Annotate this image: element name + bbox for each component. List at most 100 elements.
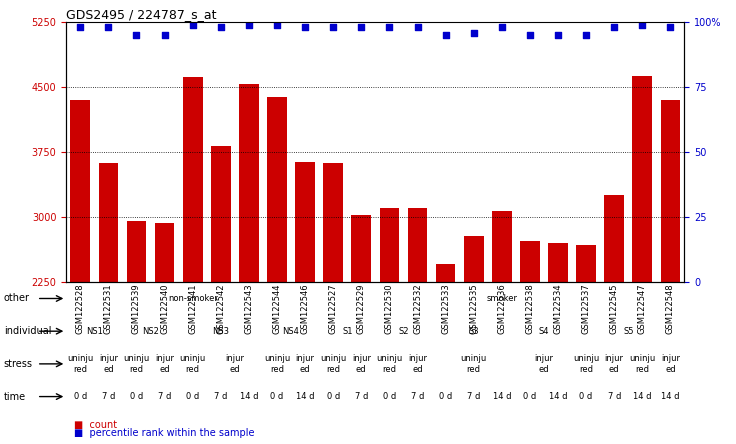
Text: 0 d: 0 d: [383, 392, 396, 401]
Bar: [239, 84, 259, 444]
Text: uninju
red: uninju red: [376, 354, 403, 373]
Point: [159, 32, 171, 39]
Bar: [323, 163, 343, 444]
Text: 14 d: 14 d: [492, 392, 511, 401]
Text: 7 d: 7 d: [411, 392, 424, 401]
Text: 0 d: 0 d: [186, 392, 199, 401]
Text: uninju
red: uninju red: [180, 354, 206, 373]
Bar: [548, 243, 568, 444]
Point: [637, 21, 648, 28]
Text: uninju
red: uninju red: [67, 354, 93, 373]
Point: [271, 21, 283, 28]
Point: [665, 24, 676, 31]
Bar: [576, 245, 596, 444]
Text: 0 d: 0 d: [270, 392, 283, 401]
Text: 14 d: 14 d: [633, 392, 651, 401]
Text: S5: S5: [623, 327, 634, 336]
Text: injur
ed: injur ed: [99, 354, 118, 373]
Bar: [71, 100, 90, 444]
Text: injur
ed: injur ed: [408, 354, 427, 373]
Text: NS3: NS3: [212, 327, 230, 336]
Text: uninju
red: uninju red: [461, 354, 486, 373]
Text: stress: stress: [4, 359, 32, 369]
Text: 0 d: 0 d: [74, 392, 87, 401]
Text: uninju
red: uninju red: [124, 354, 149, 373]
Point: [74, 24, 86, 31]
Text: other: other: [4, 293, 29, 304]
Bar: [436, 264, 456, 444]
Text: S1: S1: [342, 327, 353, 336]
Text: 0 d: 0 d: [523, 392, 537, 401]
Text: injur
ed: injur ed: [225, 354, 244, 373]
Text: GDS2495 / 224787_s_at: GDS2495 / 224787_s_at: [66, 8, 216, 21]
Text: ■  percentile rank within the sample: ■ percentile rank within the sample: [74, 428, 254, 439]
Bar: [492, 211, 512, 444]
Text: 7 d: 7 d: [607, 392, 621, 401]
Bar: [155, 223, 174, 444]
Bar: [408, 209, 428, 444]
Text: NS4: NS4: [283, 327, 300, 336]
Text: S4: S4: [539, 327, 549, 336]
Text: NS2: NS2: [142, 327, 159, 336]
Text: 7 d: 7 d: [355, 392, 368, 401]
Text: 0 d: 0 d: [439, 392, 452, 401]
Point: [300, 24, 311, 31]
Bar: [604, 195, 624, 444]
Text: injur
ed: injur ed: [605, 354, 623, 373]
Text: injur
ed: injur ed: [661, 354, 680, 373]
Text: injur
ed: injur ed: [352, 354, 371, 373]
Text: 0 d: 0 d: [130, 392, 143, 401]
Bar: [520, 242, 539, 444]
Point: [552, 32, 564, 39]
Bar: [99, 163, 118, 444]
Text: uninju
red: uninju red: [320, 354, 347, 373]
Text: 14 d: 14 d: [296, 392, 314, 401]
Bar: [661, 100, 680, 444]
Text: 0 d: 0 d: [327, 392, 340, 401]
Point: [243, 21, 255, 28]
Point: [328, 24, 339, 31]
Text: 14 d: 14 d: [240, 392, 258, 401]
Text: S3: S3: [468, 327, 479, 336]
Text: 7 d: 7 d: [467, 392, 481, 401]
Point: [524, 32, 536, 39]
Point: [411, 24, 423, 31]
Text: NS1: NS1: [86, 327, 103, 336]
Bar: [464, 236, 484, 444]
Text: 7 d: 7 d: [158, 392, 171, 401]
Text: uninju
red: uninju red: [573, 354, 599, 373]
Text: uninju
red: uninju red: [629, 354, 656, 373]
Point: [468, 29, 480, 36]
Text: uninju
red: uninju red: [264, 354, 290, 373]
Point: [102, 24, 114, 31]
Text: 7 d: 7 d: [214, 392, 227, 401]
Text: non-smoker: non-smoker: [168, 294, 218, 303]
Text: 7 d: 7 d: [102, 392, 115, 401]
Point: [355, 24, 367, 31]
Bar: [211, 146, 230, 444]
Point: [580, 32, 592, 39]
Point: [439, 32, 451, 39]
Text: time: time: [4, 392, 26, 401]
Text: ■  count: ■ count: [74, 420, 117, 430]
Point: [215, 24, 227, 31]
Bar: [632, 76, 652, 444]
Bar: [295, 162, 315, 444]
Text: individual: individual: [4, 326, 52, 336]
Bar: [267, 97, 287, 444]
Bar: [183, 77, 202, 444]
Text: 0 d: 0 d: [579, 392, 592, 401]
Text: injur
ed: injur ed: [296, 354, 314, 373]
Point: [609, 24, 620, 31]
Point: [383, 24, 395, 31]
Text: injur
ed: injur ed: [155, 354, 174, 373]
Text: S2: S2: [398, 327, 408, 336]
Bar: [352, 214, 371, 444]
Bar: [127, 221, 146, 444]
Text: 14 d: 14 d: [661, 392, 679, 401]
Text: 14 d: 14 d: [549, 392, 567, 401]
Point: [130, 32, 142, 39]
Point: [496, 24, 508, 31]
Text: smoker: smoker: [486, 294, 517, 303]
Point: [187, 21, 199, 28]
